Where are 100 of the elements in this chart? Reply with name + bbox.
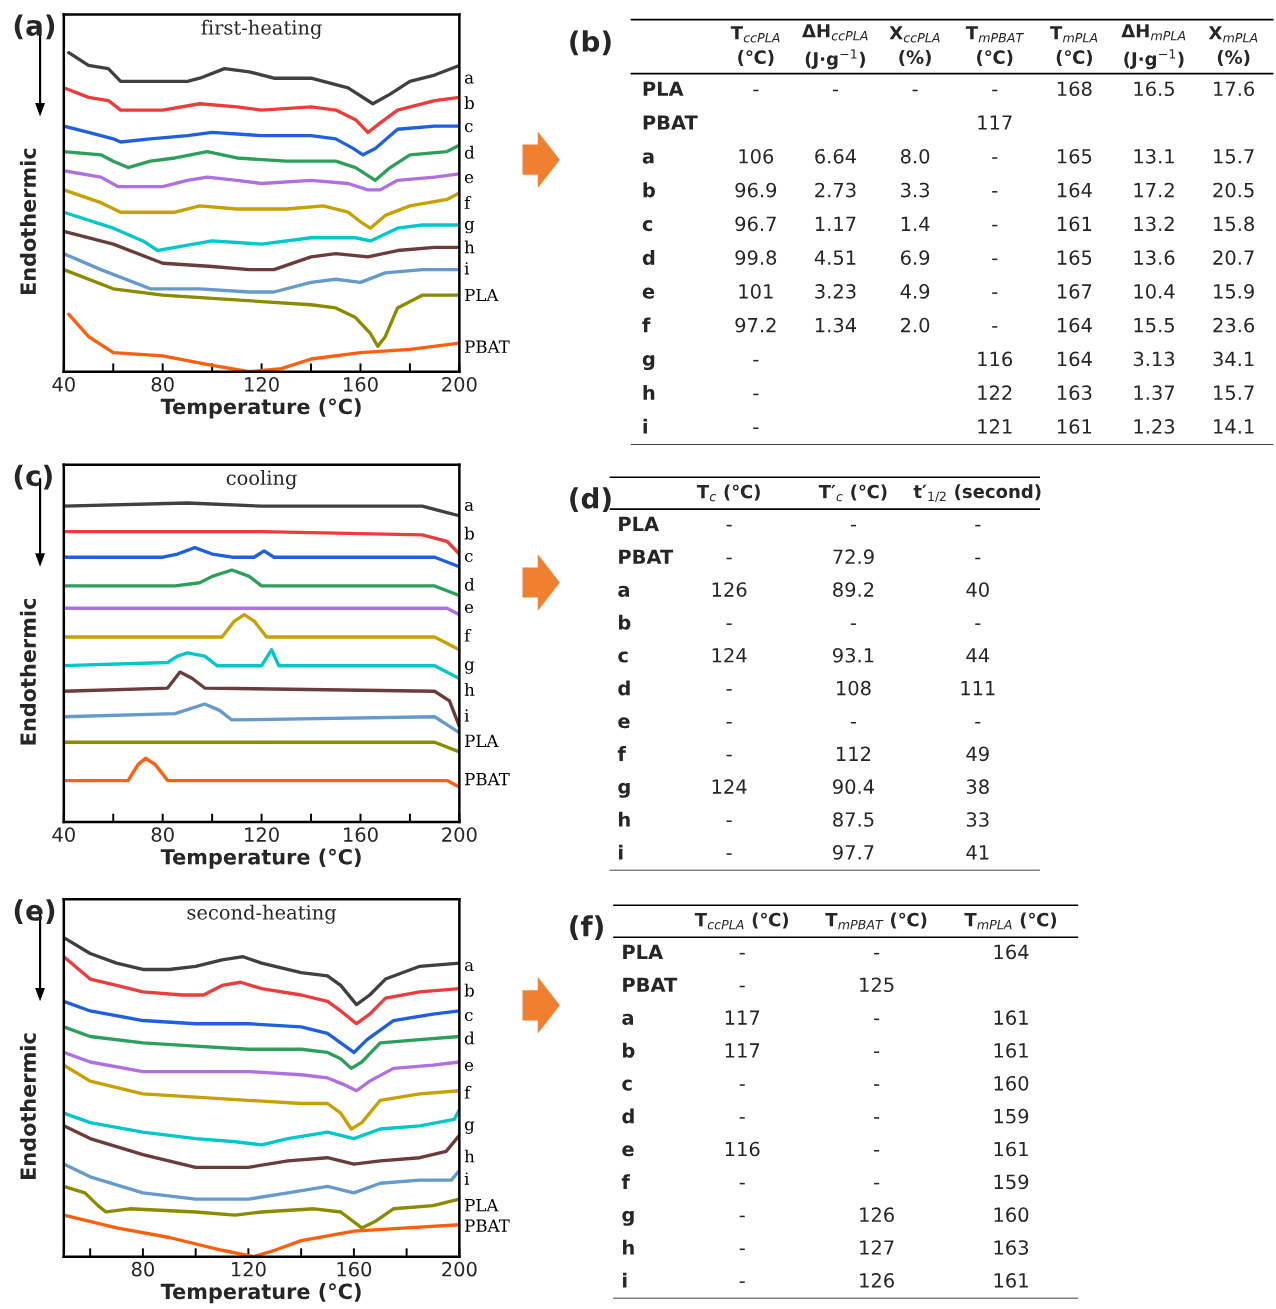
text: 116 <box>978 351 1013 367</box>
category-label: c <box>618 651 628 663</box>
x-axis-title: Temperature (°C) <box>160 848 361 869</box>
text: (e) <box>14 899 55 925</box>
series-label: PBAT <box>465 1219 510 1232</box>
text: 97.2 <box>735 317 776 333</box>
text: 127 <box>860 1240 894 1255</box>
text: (c) <box>14 464 52 490</box>
series-label: c <box>464 1011 473 1022</box>
text: - <box>832 89 839 92</box>
x-tick-label: 120 <box>245 376 279 392</box>
series-label: e <box>464 1061 474 1072</box>
x-tick-label: 80 <box>131 1261 154 1277</box>
text: 15.8 <box>1214 216 1254 232</box>
text: - <box>850 623 857 625</box>
text: - <box>992 326 998 328</box>
text: - <box>726 524 732 527</box>
y-axis-title: Endothermic <box>19 1033 37 1179</box>
text: 163 <box>994 1240 1029 1255</box>
series-label: f <box>464 628 472 642</box>
category-label: T$_{mPLA}$ (℃) <box>964 912 1057 930</box>
text: 164 <box>1057 182 1092 198</box>
category-label: f <box>642 317 651 333</box>
text: 164 <box>994 944 1029 960</box>
text: 15.9 <box>1214 284 1254 299</box>
category-label: T′$_{c}$ (℃) <box>818 484 887 502</box>
series-label: PLA <box>465 734 499 747</box>
x-tick-label: 80 <box>151 376 174 392</box>
text: 124 <box>712 647 747 663</box>
series-label: f <box>464 1085 472 1099</box>
text: 3.13 <box>1133 351 1175 367</box>
category-label: e <box>642 287 655 299</box>
x-tick-label: 200 <box>442 376 477 392</box>
series-label: c <box>464 552 473 563</box>
text: 20.7 <box>1213 250 1254 265</box>
category-label: PBAT <box>643 115 698 130</box>
category-label: T$_{mPBAT}$ (℃) <box>825 912 927 930</box>
text: 3.23 <box>815 284 856 299</box>
text: 117 <box>978 115 1012 130</box>
series-label: c <box>464 123 473 133</box>
chart-title: first-heating <box>201 19 322 39</box>
chart-title: cooling <box>226 470 297 490</box>
category-label: b <box>623 1042 635 1058</box>
text: - <box>726 754 732 757</box>
text: 38 <box>966 779 989 795</box>
text: 1.34 <box>815 317 857 333</box>
series-label: g <box>464 1121 475 1134</box>
text: 3.3 <box>901 182 929 198</box>
text: 8.0 <box>900 148 930 164</box>
text: - <box>726 820 732 823</box>
text: 108 <box>837 680 871 696</box>
text: - <box>992 157 998 159</box>
text: - <box>912 89 918 92</box>
text: - <box>975 623 981 625</box>
text: 167 <box>1057 284 1092 299</box>
text: 159 <box>994 1174 1029 1190</box>
text: 17.6 <box>1214 81 1255 97</box>
text: 93.1 <box>833 647 874 663</box>
series-label: i <box>464 709 470 722</box>
text: - <box>874 1149 880 1152</box>
category-label: T$_{mPBAT}$ (℃) <box>965 26 1025 67</box>
category-label: PLA <box>623 944 664 959</box>
text: 165 <box>1057 148 1092 164</box>
series-label: i <box>464 1172 470 1185</box>
text: 4.51 <box>814 250 856 265</box>
text: (b) <box>570 30 611 56</box>
text: - <box>874 1117 880 1119</box>
text: - <box>874 952 880 955</box>
text: 160 <box>994 1075 1029 1091</box>
category-label: T$_{c}$ (℃) <box>696 484 760 502</box>
text: 1.4 <box>901 216 930 231</box>
category-label: f <box>621 1174 631 1189</box>
x-tick-label: 40 <box>52 827 75 842</box>
text: 165 <box>1057 250 1092 265</box>
series-label: d <box>464 1031 475 1045</box>
text: - <box>753 393 759 396</box>
series-label: PBAT <box>465 773 510 786</box>
series-label: PLA <box>465 1199 499 1212</box>
text: - <box>739 1248 745 1251</box>
category-label: t′$_{1/2}$ (second) <box>913 484 1041 503</box>
text: 13.6 <box>1134 250 1175 265</box>
category-label: b <box>643 182 655 198</box>
text: - <box>992 191 998 193</box>
text: (a) <box>14 14 55 40</box>
text: - <box>739 985 745 988</box>
text: 160 <box>994 1207 1029 1223</box>
text: 121 <box>978 419 1012 434</box>
text: 106 <box>739 148 774 164</box>
x-tick-label: 160 <box>337 1261 372 1277</box>
series-label: b <box>464 526 474 540</box>
category-label: g <box>642 354 655 371</box>
text: 161 <box>994 1010 1028 1025</box>
text: 13.1 <box>1134 148 1174 164</box>
category-label: i <box>643 418 647 434</box>
text: 126 <box>860 1207 894 1223</box>
text: (d) <box>570 487 611 512</box>
text: 161 <box>1057 419 1092 434</box>
text: 20.5 <box>1213 182 1254 198</box>
text: - <box>739 1215 745 1218</box>
series-label: d <box>464 577 475 591</box>
